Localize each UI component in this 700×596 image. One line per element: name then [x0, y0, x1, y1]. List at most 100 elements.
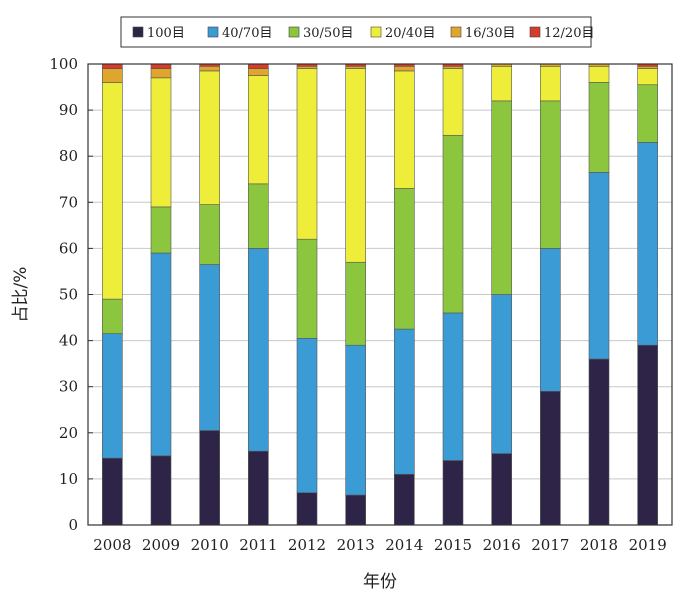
bar-segment: [102, 63, 123, 69]
legend-swatch: [207, 26, 219, 38]
bar-segment: [394, 188, 415, 330]
legend-label: 12/20目: [544, 26, 594, 41]
bar-segment: [540, 248, 561, 392]
bar-segment: [199, 264, 220, 431]
y-tick-labels: 0 10 20 30 40 50 60 70 80 90 100: [49, 55, 93, 534]
bar-segment: [394, 70, 415, 189]
bar-segment: [345, 66, 366, 69]
bar-segment: [296, 68, 318, 240]
bar-segment: [102, 333, 123, 459]
legend-label: 100目: [147, 26, 185, 41]
x-tick-label: 2018: [580, 536, 618, 554]
bar-segment: [199, 430, 220, 526]
x-tick-label: 2015: [434, 536, 472, 554]
bar-segment: [540, 391, 561, 526]
bar-segment: [345, 494, 366, 526]
bar-segment: [394, 328, 415, 475]
bar-segment: [296, 492, 318, 526]
bar-segment: [150, 77, 172, 208]
bar-segment: [588, 172, 610, 360]
bar-segment: [296, 238, 318, 339]
bar-segment: [150, 252, 172, 457]
legend-swatch: [529, 26, 541, 38]
bar-segment: [248, 248, 269, 452]
y-tick-label: 80: [59, 147, 78, 165]
x-axis-title: 年份: [363, 572, 397, 592]
bar-segment: [345, 261, 366, 346]
x-tick-label: 2009: [142, 536, 180, 554]
bar-segment: [637, 66, 658, 69]
bar-segment: [150, 206, 172, 254]
bar-segment: [296, 337, 318, 494]
bar-segment: [442, 312, 464, 461]
bar-segment: [588, 66, 610, 83]
legend-label: 16/30目: [465, 26, 515, 41]
bar-segment: [637, 84, 658, 143]
legend-swatch: [370, 26, 382, 38]
bar-segment: [588, 82, 610, 173]
bar-segment: [540, 100, 561, 249]
bar-segment: [540, 66, 561, 102]
bar-segment: [637, 68, 658, 86]
x-tick-label: 2014: [385, 536, 423, 554]
legend-label: 40/70目: [222, 26, 272, 41]
y-tick-label: 20: [59, 424, 78, 442]
y-tick-label: 60: [59, 239, 78, 257]
y-tick-label: 10: [59, 470, 78, 488]
bar-segment: [248, 450, 269, 526]
y-tick-label: 90: [59, 101, 78, 119]
legend-swatch: [288, 26, 300, 38]
x-tick-label: 2011: [239, 536, 277, 554]
legend-label: 30/50目: [303, 26, 353, 41]
bar-segment: [296, 66, 318, 69]
bar-segment: [102, 68, 123, 83]
bar-segment: [248, 68, 269, 76]
bar-segment: [248, 75, 269, 185]
x-tick-label: 2012: [288, 536, 326, 554]
bar-segment: [442, 66, 464, 69]
legend-swatch: [132, 26, 144, 38]
y-tick-label: 30: [59, 378, 78, 396]
bar-segment: [491, 453, 512, 526]
x-tick-label: 2019: [629, 536, 667, 554]
bar-segment: [442, 460, 464, 526]
y-tick-label: 40: [59, 332, 78, 350]
legend: 100目 40/70目 30/50目 20/40目 16/30目 12/20目: [120, 16, 594, 48]
bar-segment: [491, 294, 512, 454]
bar-segment: [150, 68, 172, 79]
x-tick-label: 2010: [191, 536, 229, 554]
y-tick-label: 70: [59, 193, 78, 211]
bar-segment: [491, 66, 512, 102]
legend-box: [120, 16, 592, 48]
bar-segment: [588, 358, 610, 526]
bar-segment: [394, 66, 415, 72]
bar-segment: [199, 204, 220, 265]
y-axis-title: 占比/%: [11, 267, 31, 323]
x-tick-label: 2017: [531, 536, 569, 554]
bar-segment: [248, 183, 269, 249]
bar-segment: [637, 344, 658, 526]
bar-segment: [102, 82, 123, 300]
y-tick-label: 0: [68, 516, 78, 534]
bar-segment: [102, 457, 123, 526]
bar-segment: [637, 142, 658, 346]
legend-label: 20/40目: [385, 26, 435, 41]
bar-segment: [199, 70, 220, 205]
bar-segment: [199, 66, 220, 72]
bar-segment: [248, 63, 269, 69]
bar-segment: [102, 298, 123, 334]
bars: [102, 63, 658, 526]
bar-segment: [442, 135, 464, 314]
bar-segment: [442, 68, 464, 136]
grid-lines: [88, 109, 672, 480]
bar-segment: [394, 473, 415, 526]
bar-segment: [150, 63, 172, 69]
bar-segment: [150, 455, 172, 526]
bar-segment: [345, 68, 366, 263]
x-tick-label: 2016: [483, 536, 521, 554]
y-tick-label: 50: [59, 286, 78, 304]
bar-segment: [345, 344, 366, 496]
x-tick-labels: 2008 2009 2010 2011 2012 2013 2014 2015 2016 2017…: [93, 536, 667, 554]
bar-segment: [491, 100, 512, 295]
